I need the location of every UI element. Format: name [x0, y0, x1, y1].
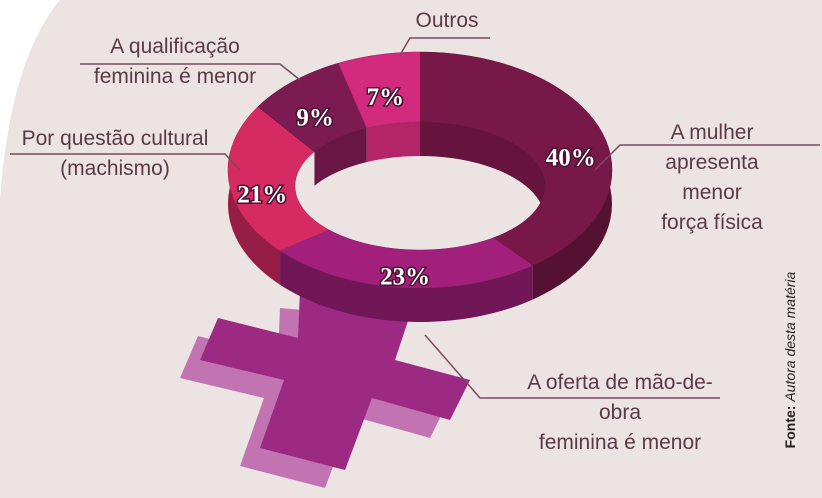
category-label: Por questão cultural (machismo) [21, 127, 209, 180]
source: Fonte: Autora desta matéria [782, 272, 798, 449]
slice-side [280, 250, 533, 322]
category-label: A mulher apresenta menor força física [661, 121, 763, 234]
leader-line [594, 144, 820, 171]
leader-line [10, 153, 241, 171]
source-text: Autora desta matéria [782, 271, 798, 402]
category-label: A qualificação feminina é menor [93, 35, 257, 88]
value-label: 9% [296, 104, 334, 131]
category-label: Outros [415, 9, 479, 32]
slice [337, 51, 421, 129]
category-label: A oferta de mão-de-obra feminina é menor [527, 371, 713, 454]
ring: 40% 23% 21% 9% 7% [227, 51, 613, 322]
value-label: 40% [546, 145, 596, 172]
value-label: 7% [367, 84, 405, 111]
leaders [10, 37, 820, 399]
value-label: 23% [380, 263, 430, 290]
tops [227, 51, 613, 289]
slice-inner-wall [366, 122, 420, 163]
decor-curve [0, 0, 60, 200]
value-label: 21% [237, 181, 287, 208]
leader-line [424, 334, 720, 399]
source-label: Fonte: [782, 405, 798, 449]
cross [180, 290, 470, 488]
leader-line [399, 37, 490, 56]
value-labels: 40% 23% 21% 9% 7% [236, 82, 598, 291]
slice-inner-wall [314, 128, 367, 186]
leader-line [80, 63, 301, 81]
